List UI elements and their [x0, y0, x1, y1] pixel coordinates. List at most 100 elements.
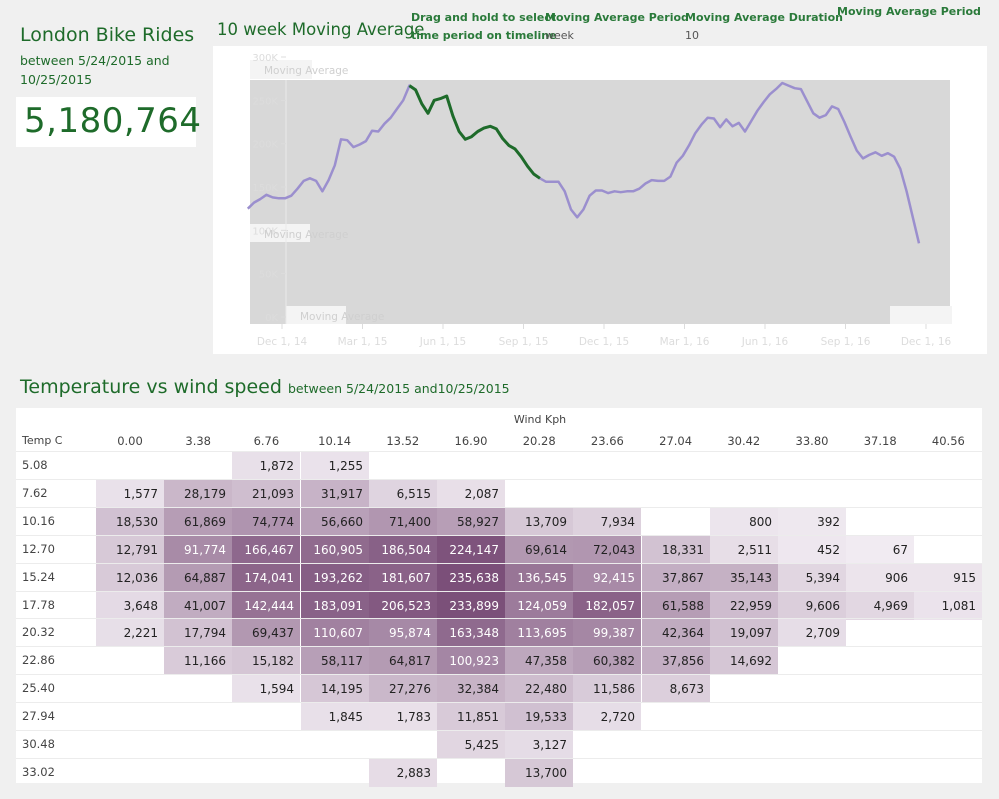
row-header: 15.24	[22, 570, 55, 584]
column-header: 37.18	[863, 434, 897, 448]
heatmap-cell: 4,969	[846, 592, 914, 620]
ma-duration-label: Moving Average Duration	[685, 11, 843, 24]
overlay-label: Moving Average	[300, 311, 384, 323]
heatmap-cell: 95,874	[369, 619, 437, 647]
heatmap-cell: 182,057	[573, 592, 641, 620]
ma-duration-parameter[interactable]: Moving Average Duration 10	[685, 9, 843, 45]
row-header: 12.70	[22, 542, 55, 556]
heatmap-cell: 3,648	[96, 592, 164, 620]
row-divider	[16, 702, 982, 703]
row-divider	[16, 451, 982, 452]
heatmap-cell: 1,783	[369, 703, 437, 731]
wind-axis-label: Wind Kph	[513, 413, 567, 426]
row-divider	[16, 479, 982, 480]
timeline-shade	[250, 80, 950, 324]
heatmap-cell: 14,692	[710, 647, 778, 675]
y-tick-label: 300K	[252, 53, 278, 64]
heatmap-cell: 181,607	[369, 564, 437, 592]
heatmap-cell: 18,331	[642, 536, 710, 564]
ma-period-label: Moving Average Period	[545, 11, 689, 24]
heatmap-cell: 35,143	[710, 564, 778, 592]
heatmap-cell: 31,917	[301, 480, 369, 508]
heatmap-cell: 28,179	[164, 480, 232, 508]
row-header: 30.48	[22, 737, 55, 751]
heatmap-cell: 37,867	[642, 564, 710, 592]
row-divider	[16, 646, 982, 647]
heatmap-cell: 61,588	[642, 592, 710, 620]
row-divider	[16, 618, 982, 619]
heatmap-cell: 22,480	[505, 675, 573, 703]
heatmap-cell: 92,415	[573, 564, 641, 592]
row-header: 27.94	[22, 709, 55, 723]
y-tick-label: 50K	[259, 270, 279, 281]
heatmap-cell: 160,905	[301, 536, 369, 564]
row-divider	[16, 674, 982, 675]
heatmap-cell: 6,515	[369, 480, 437, 508]
heatmap-cell: 1,577	[96, 480, 164, 508]
heatmap-cell: 19,097	[710, 619, 778, 647]
column-header: 13.52	[386, 434, 420, 448]
heatmap-cell: 32,384	[437, 675, 505, 703]
x-tick-label: Jun 1, 16	[741, 336, 789, 348]
column-header: 16.90	[454, 434, 488, 448]
x-tick-label: Dec 1, 16	[901, 336, 952, 348]
heatmap-cell: 67	[846, 536, 914, 564]
drag-hint: Drag and hold to select time period on t…	[411, 9, 557, 45]
heatmap-cell: 61,869	[164, 508, 232, 536]
heatmap-cell: 37,856	[642, 647, 710, 675]
row-divider	[16, 730, 982, 731]
table-title: Temperature vs wind speed between 5/24/2…	[20, 376, 510, 398]
row-header: 20.32	[22, 625, 55, 639]
heatmap-cell: 3,127	[505, 731, 573, 759]
row-divider	[16, 591, 982, 592]
heatmap-cell: 1,872	[232, 452, 300, 480]
heatmap-cell: 7,934	[573, 508, 641, 536]
total-rides-value: 5,180,764	[24, 101, 202, 141]
y-tick-label: 200K	[252, 140, 278, 151]
heatmap-cell: 64,817	[369, 647, 437, 675]
ma-duration-value[interactable]: 10	[685, 29, 699, 42]
column-header: 23.66	[590, 434, 624, 448]
heatmap-cell: 452	[778, 536, 846, 564]
row-divider	[16, 507, 982, 508]
heatmap-cell: 15,182	[232, 647, 300, 675]
heatmap-cell: 233,899	[437, 592, 505, 620]
heatmap-cell: 166,467	[232, 536, 300, 564]
heatmap-cell: 14,195	[301, 675, 369, 703]
heatmap-cell: 17,794	[164, 619, 232, 647]
drag-hint-line-2: time period on timeline	[411, 29, 557, 42]
moving-average-chart[interactable]: 0K 50K 100K 150K 200K 250K 300K Dec 1, 14 Mar 1…	[213, 46, 987, 354]
legend-mask-top	[250, 60, 312, 79]
heatmap-cell: 2,720	[573, 703, 641, 731]
heatmap-cell: 193,262	[301, 564, 369, 592]
ma-period-value[interactable]: week	[545, 29, 574, 42]
heatmap-cell: 42,364	[642, 619, 710, 647]
ma-period-parameter[interactable]: Moving Average Period week	[545, 9, 689, 45]
overlay-label: Moving Average	[264, 65, 348, 77]
heatmap-cell: 9,606	[778, 592, 846, 620]
x-tick-label: Dec 1, 14	[257, 336, 308, 348]
heatmap-cell: 186,504	[369, 536, 437, 564]
heatmap-cell: 12,036	[96, 564, 164, 592]
y-tick-label: 0K	[265, 313, 278, 324]
heatmap-cell: 5,425	[437, 731, 505, 759]
heatmap-cell: 27,276	[369, 675, 437, 703]
ma-period-parameter-2[interactable]: Moving Average Period	[837, 3, 981, 21]
row-header: 10.16	[22, 514, 55, 528]
x-tick-label: Dec 1, 15	[579, 336, 629, 348]
heatmap-cell: 100,923	[437, 647, 505, 675]
heatmap-cell: 21,093	[232, 480, 300, 508]
heatmap-cell: 163,348	[437, 619, 505, 647]
heatmap-cell: 58,927	[437, 508, 505, 536]
x-tick-label: Sep 1, 16	[821, 336, 871, 348]
x-tick-label: Mar 1, 15	[338, 336, 388, 348]
row-header: 5.08	[22, 458, 48, 472]
heatmap-cell: 11,166	[164, 647, 232, 675]
heatmap-cell: 91,774	[164, 536, 232, 564]
heatmap-cell: 58,117	[301, 647, 369, 675]
moving-average-line	[246, 81, 921, 244]
heatmap-cell: 1,845	[301, 703, 369, 731]
ma-period-label-2: Moving Average Period	[837, 5, 981, 18]
heatmap-cell: 71,400	[369, 508, 437, 536]
heatmap-cell: 113,695	[505, 619, 573, 647]
